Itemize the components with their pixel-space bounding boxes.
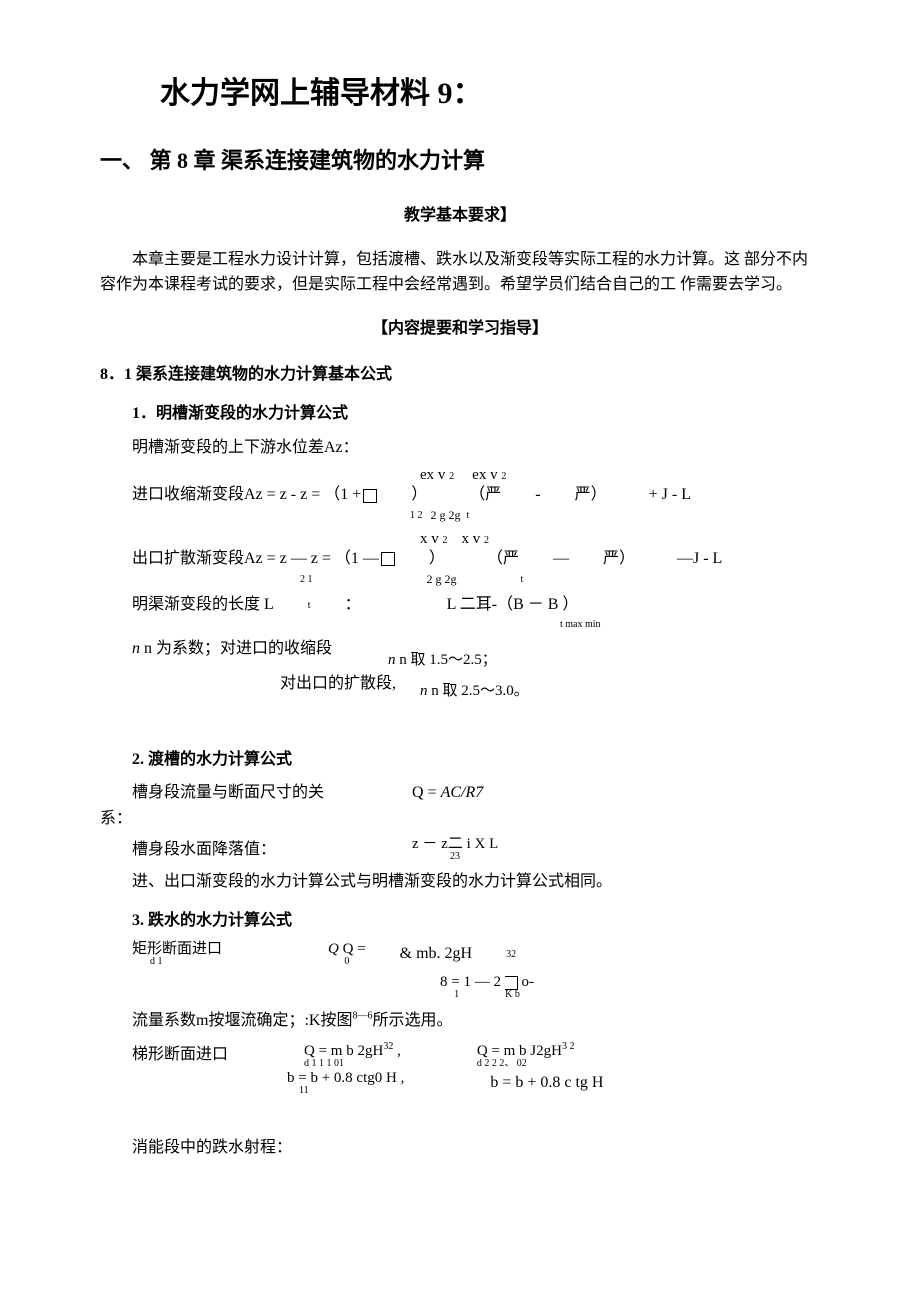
box-icon: [363, 489, 377, 503]
chapter-heading: 一、 第 8 章 渠系连接建筑物的水力计算: [100, 143, 820, 178]
flume-flow-relation: 槽身段流量与断面尺寸的关系： Q = AC/R7: [100, 780, 820, 831]
section-8-1-heading: 8．1 渠系连接建筑物的水力计算基本公式: [100, 362, 820, 388]
section-8-1-1-heading: 1．明槽渐变段的水力计算公式: [100, 401, 820, 427]
flume-drop: 槽身段水面降落值： z － z二 i X L 23: [100, 837, 820, 863]
formula-eight: 8 = 1 — 2 o- 1K b: [100, 975, 820, 1000]
box-icon: [505, 976, 518, 990]
box-icon: [381, 552, 395, 566]
formula-rect-inlet: 矩形断面进口 d 1 Q Q = 0 & mb. 2gH32: [100, 942, 820, 967]
s81-1-intro: 明槽渐变段的上下游水位差Az：: [100, 435, 820, 461]
requirements-paragraph: 本章主要是工程水力设计计算，包括渡槽、跌水以及渐变段等实际工程的水力计算。这 部…: [100, 247, 820, 298]
formula-trap-inlet: 梯形断面进口 Q = m b 2gH32 , d 1 1 1 01 Q = m …: [100, 1042, 820, 1096]
formula-inlet-label: 进口收缩渐变段Az = z - z = （1 +: [100, 485, 361, 506]
drop-jet-label: 消能段中的跌水射程：: [100, 1135, 820, 1161]
section-8-1-3-heading: 3. 跌水的水力计算公式: [100, 908, 820, 934]
flume-note: 进、出口渐变段的水力计算公式与明槽渐变段的水力计算公式相同。: [100, 869, 820, 895]
flow-coef-note: 流量系数m按堰流确定；:K按图8—6所示选用。: [100, 1008, 820, 1034]
formula-outlet-label: 出口扩散渐变段Az = z — z = （1 —: [100, 549, 379, 570]
coefficient-text: n n 为系数；对进口的收缩段 n n 取 1.5〜2.5； 对出口的扩散段, …: [100, 639, 820, 699]
formula-outlet: x v 2 x v 2 出口扩散渐变段Az = z — z = （1 — ） （…: [100, 532, 820, 587]
doc-title: 水力学网上辅导材料 9：: [160, 70, 820, 118]
formula-inlet: ex v 2 ex v 2 进口收缩渐变段Az = z - z = （1 + ）…: [100, 468, 820, 523]
formula-length: 明渠渐变段的长度 L t ： L 二耳-（B － B ） t max min: [100, 595, 820, 631]
guide-heading: 【内容提要和学习指导】: [100, 316, 820, 342]
section-8-1-2-heading: 2. 渡槽的水力计算公式: [100, 747, 820, 773]
requirements-heading: 教学基本要求】: [100, 203, 820, 229]
